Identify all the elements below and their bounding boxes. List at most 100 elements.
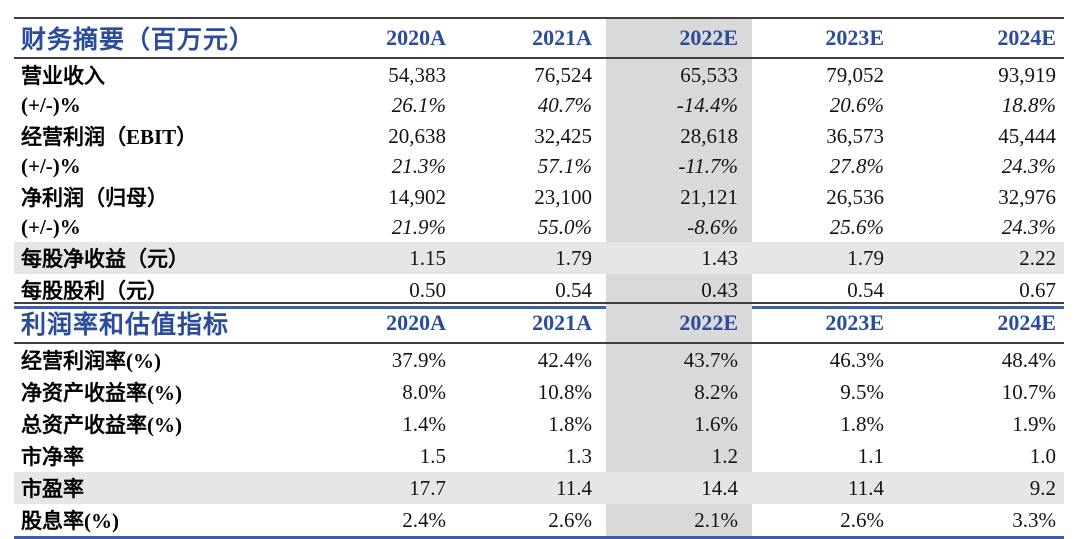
row-label: 经营利润（EBIT）	[21, 125, 198, 149]
value-cell: 46.3%	[829, 347, 884, 372]
value-cell: 20,638	[388, 123, 446, 148]
row-label: 股息率(%)	[21, 509, 119, 533]
column-header-2023e: 2023E	[825, 25, 884, 50]
value-cell: 76,524	[534, 62, 592, 87]
value-cell: 0.50	[409, 277, 446, 302]
row-pb-ratio: 市净率 1.5 1.3 1.2 1.1 1.0	[14, 440, 1064, 472]
row-ebit-growth: (+/-)% 21.3% 57.1% -11.7% 27.8% 24.3%	[14, 152, 1064, 181]
header-row: 财务摘要（百万元） 2020A 2021A 2022E 2023E 2024E	[14, 18, 1064, 58]
value-cell: 17.7	[314, 472, 460, 504]
value-cell: 1.43	[606, 242, 752, 274]
row-net-profit: 净利润（归母） 14,902 23,100 21,121 26,536 32,9…	[14, 181, 1064, 213]
value-cell: 0.54	[847, 277, 884, 302]
row-dps: 每股股利（元） 0.50 0.54 0.43 0.54 0.67	[14, 274, 1064, 308]
row-operating-margin: 经营利润率(%) 37.9% 42.4% 43.7% 46.3% 48.4%	[14, 343, 1064, 376]
value-cell: 54,383	[388, 62, 446, 87]
value-cell: 42.4%	[537, 347, 592, 372]
row-label: 净资产收益率(%)	[21, 381, 182, 405]
value-cell: 1.0	[1029, 443, 1056, 468]
row-roe: 净资产收益率(%) 8.0% 10.8% 8.2% 9.5% 10.7%	[14, 376, 1064, 408]
column-header-2022e: 2022E	[606, 303, 752, 343]
value-cell: 40.7%	[537, 93, 592, 117]
value-cell: 0.54	[555, 277, 592, 302]
value-cell: 79,052	[826, 62, 884, 87]
row-roa: 总资产收益率(%) 1.4% 1.8% 1.6% 1.8% 1.9%	[14, 408, 1064, 440]
value-cell: 24.3%	[1001, 215, 1056, 239]
value-cell: 37.9%	[391, 347, 446, 372]
value-cell: 3.3%	[1012, 507, 1056, 532]
value-cell: 1.6%	[606, 408, 752, 440]
row-label: (+/-)%	[21, 93, 81, 117]
value-cell: 57.1%	[537, 154, 592, 178]
value-cell: 45,444	[998, 123, 1056, 148]
column-header-2020a: 2020A	[386, 25, 446, 50]
value-cell: 1.79	[460, 242, 606, 274]
row-label: (+/-)%	[21, 154, 81, 178]
value-cell: 0.67	[1019, 277, 1056, 302]
value-cell: 25.6%	[829, 215, 884, 239]
column-header-2024e: 2024E	[997, 310, 1056, 335]
value-cell: 2.6%	[548, 507, 592, 532]
row-net-profit-growth: (+/-)% 21.9% 55.0% -8.6% 25.6% 24.3%	[14, 213, 1064, 242]
valuation-metrics-table: 利润率和估值指标 2020A 2021A 2022E 2023E 2024E 经…	[14, 302, 1064, 539]
value-cell: 9.2	[898, 472, 1064, 504]
value-cell: 24.3%	[1001, 154, 1056, 178]
value-cell: 11.4	[460, 472, 606, 504]
column-header-2022e: 2022E	[606, 18, 752, 58]
value-cell: 1.4%	[402, 411, 446, 436]
value-cell: 93,919	[998, 62, 1056, 87]
value-cell: 55.0%	[537, 215, 592, 239]
row-pe-ratio: 市盈率 17.7 11.4 14.4 11.4 9.2	[14, 472, 1064, 504]
value-cell: 26.1%	[391, 93, 446, 117]
value-cell: 8.2%	[606, 376, 752, 408]
row-label: 市盈率	[14, 472, 314, 504]
value-cell: 1.1	[857, 443, 884, 468]
value-cell: -14.4%	[606, 91, 752, 120]
value-cell: 20.6%	[829, 93, 884, 117]
row-ebit: 经营利润（EBIT） 20,638 32,425 28,618 36,573 4…	[14, 120, 1064, 152]
column-header-2023e: 2023E	[825, 310, 884, 335]
table-title: 利润率和估值指标	[21, 312, 230, 339]
value-cell: 2.4%	[402, 507, 446, 532]
value-cell: 1.79	[752, 242, 898, 274]
value-cell: 48.4%	[1001, 347, 1056, 372]
value-cell: 1.2	[606, 440, 752, 472]
value-cell: 1.8%	[840, 411, 884, 436]
column-header-2020a: 2020A	[386, 310, 446, 335]
value-cell: 2.22	[898, 242, 1064, 274]
value-cell: 1.3	[565, 443, 592, 468]
value-cell: 2.1%	[606, 504, 752, 538]
value-cell: 21.9%	[391, 215, 446, 239]
row-label: 总资产收益率(%)	[21, 413, 182, 437]
row-label: 经营利润率(%)	[21, 349, 161, 373]
value-cell: 8.0%	[402, 379, 446, 404]
row-dividend-yield: 股息率(%) 2.4% 2.6% 2.1% 2.6% 3.3%	[14, 504, 1064, 538]
row-label: 每股股利（元）	[21, 279, 168, 303]
column-header-2024e: 2024E	[997, 25, 1056, 50]
value-cell: 1.5	[419, 443, 446, 468]
value-cell: 11.4	[752, 472, 898, 504]
value-cell: 10.8%	[537, 379, 592, 404]
value-cell: 0.43	[606, 274, 752, 308]
value-cell: 32,976	[998, 184, 1056, 209]
table-title: 财务摘要（百万元）	[21, 27, 256, 54]
value-cell: 10.7%	[1001, 379, 1056, 404]
value-cell: 14.4	[606, 472, 752, 504]
value-cell: -8.6%	[606, 213, 752, 242]
column-header-2021a: 2021A	[532, 310, 592, 335]
row-revenue-growth: (+/-)% 26.1% 40.7% -14.4% 20.6% 18.8%	[14, 91, 1064, 120]
value-cell: 1.15	[314, 242, 460, 274]
row-label: 每股净收益（元）	[14, 242, 314, 274]
value-cell: -11.7%	[606, 152, 752, 181]
row-label: 市净率	[21, 445, 84, 469]
row-label: 净利润（归母）	[21, 186, 168, 210]
value-cell: 23,100	[534, 184, 592, 209]
value-cell: 26,536	[826, 184, 884, 209]
value-cell: 36,573	[826, 123, 884, 148]
header-row: 利润率和估值指标 2020A 2021A 2022E 2023E 2024E	[14, 303, 1064, 343]
value-cell: 21,121	[606, 181, 752, 213]
column-header-2021a: 2021A	[532, 25, 592, 50]
row-label: (+/-)%	[21, 215, 81, 239]
value-cell: 27.8%	[829, 154, 884, 178]
